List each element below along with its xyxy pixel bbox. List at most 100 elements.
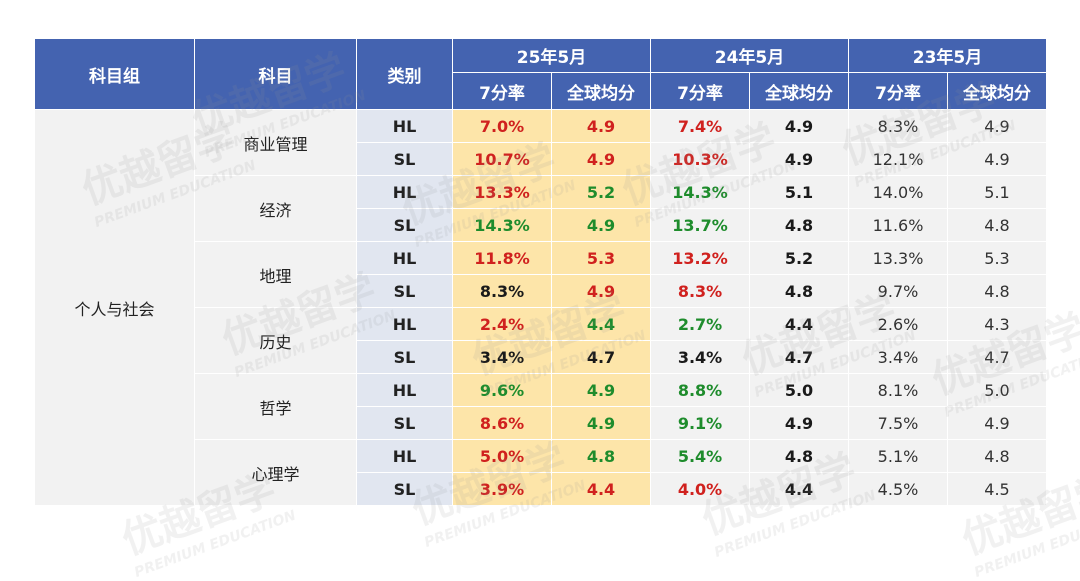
- avg-2025-cell: 4.8: [551, 439, 651, 473]
- level-cell: HL: [356, 373, 453, 407]
- level-cell: HL: [356, 175, 453, 209]
- table-body: 个人与社会 商业管理 HL 7.0% 4.9 7.4% 4.9 8.3% 4.9 SL 10.7% 4…: [34, 109, 1047, 506]
- level-cell: SL: [356, 340, 453, 374]
- rate-2025-cell: 8.6%: [452, 406, 552, 440]
- rate-2023-cell: 3.4%: [848, 340, 948, 374]
- level-cell: HL: [356, 439, 453, 473]
- rate-2024-cell: 5.4%: [650, 439, 750, 473]
- header-year-2023: 23年5月: [848, 38, 1047, 73]
- avg-2023-cell: 5.1: [947, 175, 1047, 209]
- avg-2024-cell: 4.4: [749, 307, 849, 341]
- rate-2023-cell: 14.0%: [848, 175, 948, 209]
- avg-2024-cell: 4.8: [749, 208, 849, 242]
- avg-2023-cell: 4.9: [947, 109, 1047, 143]
- rate-2025-cell: 5.0%: [452, 439, 552, 473]
- rate-2025-cell: 13.3%: [452, 175, 552, 209]
- rate-2025-cell: 3.9%: [452, 472, 552, 506]
- rate-2023-cell: 13.3%: [848, 241, 948, 275]
- rate-2025-cell: 7.0%: [452, 109, 552, 143]
- avg-2024-cell: 4.8: [749, 274, 849, 308]
- avg-2025-cell: 4.9: [551, 373, 651, 407]
- rate-2023-cell: 9.7%: [848, 274, 948, 308]
- avg-2025-cell: 4.9: [551, 406, 651, 440]
- level-cell: SL: [356, 406, 453, 440]
- header-2023-rate: 7分率: [848, 72, 948, 110]
- avg-2023-cell: 4.8: [947, 439, 1047, 473]
- avg-2024-cell: 4.9: [749, 142, 849, 176]
- rate-2024-cell: 13.7%: [650, 208, 750, 242]
- rate-2025-cell: 9.6%: [452, 373, 552, 407]
- level-cell: SL: [356, 274, 453, 308]
- avg-2023-cell: 5.0: [947, 373, 1047, 407]
- header-group: 科目组: [34, 38, 195, 110]
- avg-2024-cell: 5.0: [749, 373, 849, 407]
- rate-2024-cell: 13.2%: [650, 241, 750, 275]
- watermark-tagline: PREMIUM EDUCATION: [132, 507, 299, 581]
- avg-2025-cell: 4.9: [551, 208, 651, 242]
- rate-2024-cell: 14.3%: [650, 175, 750, 209]
- header-year-2025: 25年5月: [452, 38, 651, 73]
- avg-2023-cell: 5.3: [947, 241, 1047, 275]
- avg-2024-cell: 4.4: [749, 472, 849, 506]
- rate-2024-cell: 2.7%: [650, 307, 750, 341]
- subject-cell: 经济: [194, 175, 357, 242]
- avg-2025-cell: 4.9: [551, 109, 651, 143]
- rate-2024-cell: 7.4%: [650, 109, 750, 143]
- rate-2023-cell: 8.3%: [848, 109, 948, 143]
- rate-2023-cell: 7.5%: [848, 406, 948, 440]
- header-2024-avg: 全球均分: [749, 72, 849, 110]
- avg-2025-cell: 5.2: [551, 175, 651, 209]
- subject-cell: 哲学: [194, 373, 357, 440]
- rate-2024-cell: 3.4%: [650, 340, 750, 374]
- avg-2024-cell: 4.8: [749, 439, 849, 473]
- rate-2025-cell: 8.3%: [452, 274, 552, 308]
- rate-2025-cell: 3.4%: [452, 340, 552, 374]
- rate-2024-cell: 8.3%: [650, 274, 750, 308]
- rate-2023-cell: 2.6%: [848, 307, 948, 341]
- table-row: 哲学 HL 9.6% 4.9 8.8% 5.0 8.1% 5.0: [35, 373, 1047, 440]
- subject-cell: 历史: [194, 307, 357, 374]
- avg-2024-cell: 4.7: [749, 340, 849, 374]
- rate-2025-cell: 10.7%: [452, 142, 552, 176]
- level-cell: HL: [356, 307, 453, 341]
- table-row: 历史 HL 2.4% 4.4 2.7% 4.4 2.6% 4.3: [35, 307, 1047, 374]
- header-year-2024: 24年5月: [650, 38, 849, 73]
- header-subject: 科目: [194, 38, 357, 110]
- table-row: 心理学 HL 5.0% 4.8 5.4% 4.8 5.1% 4.8: [35, 439, 1047, 506]
- rate-2024-cell: 10.3%: [650, 142, 750, 176]
- rate-2023-cell: 11.6%: [848, 208, 948, 242]
- table-row: SL 8.3% 4.9 8.3% 4.8 9.7% 4.8: [35, 274, 1047, 308]
- table-row: SL 14.3% 4.9 13.7% 4.8 11.6% 4.8: [35, 208, 1047, 242]
- avg-2023-cell: 4.9: [947, 142, 1047, 176]
- avg-2024-cell: 5.2: [749, 241, 849, 275]
- table-row: 个人与社会 商业管理 HL 7.0% 4.9 7.4% 4.9 8.3% 4.9: [34, 109, 1047, 506]
- header-level: 类别: [356, 38, 453, 110]
- avg-2025-cell: 4.4: [551, 307, 651, 341]
- rate-2024-cell: 9.1%: [650, 406, 750, 440]
- avg-2024-cell: 4.9: [749, 109, 849, 143]
- avg-2023-cell: 4.8: [947, 208, 1047, 242]
- rate-2024-cell: 4.0%: [650, 472, 750, 506]
- rate-2023-cell: 4.5%: [848, 472, 948, 506]
- table-row: SL 3.9% 4.4 4.0% 4.4 4.5% 4.5: [35, 472, 1047, 506]
- avg-2025-cell: 4.9: [551, 142, 651, 176]
- table-row: SL 3.4% 4.7 3.4% 4.7 3.4% 4.7: [35, 340, 1047, 374]
- table-row: SL 10.7% 4.9 10.3% 4.9 12.1% 4.9: [35, 142, 1047, 176]
- header-2025-avg: 全球均分: [551, 72, 651, 110]
- level-cell: SL: [356, 208, 453, 242]
- avg-2023-cell: 4.7: [947, 340, 1047, 374]
- subject-cell: 商业管理: [194, 109, 357, 176]
- table-row: SL 8.6% 4.9 9.1% 4.9 7.5% 4.9: [35, 406, 1047, 440]
- rate-2025-cell: 2.4%: [452, 307, 552, 341]
- avg-2025-cell: 4.4: [551, 472, 651, 506]
- subject-cell: 地理: [194, 241, 357, 308]
- avg-2025-cell: 5.3: [551, 241, 651, 275]
- avg-2025-cell: 4.7: [551, 340, 651, 374]
- score-table: 科目组 科目 类别 25年5月 24年5月 23年5月 7分率 全球均分 7分率…: [34, 38, 1047, 506]
- subject-cell: 心理学: [194, 439, 357, 506]
- avg-2024-cell: 4.9: [749, 406, 849, 440]
- level-cell: HL: [356, 109, 453, 143]
- rate-2023-cell: 8.1%: [848, 373, 948, 407]
- level-cell: SL: [356, 142, 453, 176]
- avg-2023-cell: 4.5: [947, 472, 1047, 506]
